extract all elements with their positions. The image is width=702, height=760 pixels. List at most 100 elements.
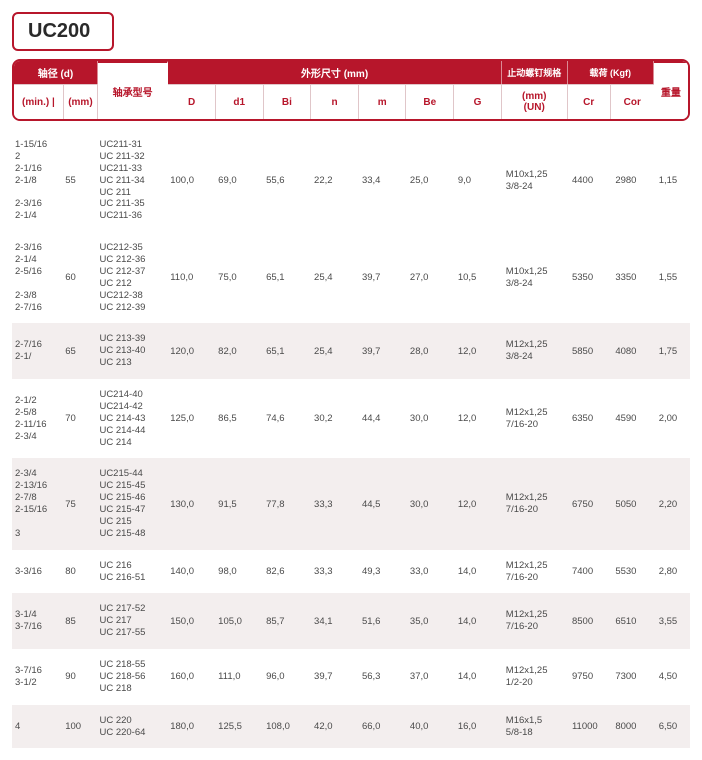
table-cell: 2,20 [656,458,690,549]
table-cell: 5850 [569,323,612,379]
table-cell: 70 [62,379,96,458]
table-cell: 2-1/22-5/82-11/162-3/4 [12,379,62,458]
table-cell: 42,0 [311,705,359,749]
table-cell: M16x1,55/8-18 [503,705,569,749]
table-cell: 2,00 [656,379,690,458]
table-cell: 105,0 [215,593,263,649]
table-cell: M10x1,253/8-24 [503,232,569,323]
header-Cor: Cor [611,84,654,119]
table-cell: 30,0 [407,379,455,458]
table-cell: 1,75 [656,323,690,379]
table-cell: 56,3 [359,649,407,705]
table-cell: 6,50 [656,705,690,749]
table-row: 3-1/43-7/1685UC 217-52UC 217UC 217-55150… [12,593,690,649]
table-cell: 2-7/162-1/ [12,323,62,379]
table-cell: 3-7/163-1/2 [12,649,62,705]
header-load: 载荷 (Kgf) [568,61,654,84]
header-Cr: Cr [568,84,611,119]
table-cell: 28,0 [407,323,455,379]
table-cell: 125,5 [215,705,263,749]
header-D: D [168,84,216,119]
header-shaft: 轴径 (d) [14,61,98,84]
table-cell: 39,7 [359,232,407,323]
table-cell: 65 [62,323,96,379]
table-cell: 10,5 [455,232,503,323]
table-cell: M12x1,257/16-20 [503,550,569,594]
table-cell: UC 220UC 220-64 [96,705,167,749]
table-cell: 1-15/1622-1/162-1/8 2-3/162-1/4 [12,129,62,232]
table-cell: 5530 [612,550,655,594]
table-header: 轴径 (d) 轴承型号 外形尺寸 (mm) 止动螺钉规格 载荷 (Kgf) 重量… [12,59,690,121]
table-cell: 2-3/162-1/42-5/16 2-3/82-7/16 [12,232,62,323]
table-cell: 4,50 [656,649,690,705]
table-cell: 75,0 [215,232,263,323]
table-cell: 30,2 [311,379,359,458]
table-cell: 5050 [612,458,655,549]
table-cell: 69,0 [215,129,263,232]
table-cell: 82,0 [215,323,263,379]
table-cell: UC215-44UC 215-45UC 215-46UC 215-47UC 21… [96,458,167,549]
table-cell: 3-1/43-7/16 [12,593,62,649]
table-cell: 12,0 [455,323,503,379]
table-cell: 82,6 [263,550,311,594]
table-cell: 35,0 [407,593,455,649]
header-n: n [311,84,359,119]
table-cell: 33,3 [311,458,359,549]
table-cell: 14,0 [455,593,503,649]
header-thread-sub: (mm) (UN) [502,84,568,119]
table-cell: 80 [62,550,96,594]
table-cell: 100,0 [167,129,215,232]
table-cell: 85 [62,593,96,649]
table-cell: 3-3/16 [12,550,62,594]
table-cell: 51,6 [359,593,407,649]
table-cell: 2-3/42-13/162-7/82-15/16 3 [12,458,62,549]
table-cell: 66,0 [359,705,407,749]
table-cell: 22,2 [311,129,359,232]
table-row: 1-15/1622-1/162-1/8 2-3/162-1/455UC211-3… [12,129,690,232]
table-cell: UC 217-52UC 217UC 217-55 [96,593,167,649]
table-cell: 110,0 [167,232,215,323]
table-cell: 55,6 [263,129,311,232]
table-cell: 86,5 [215,379,263,458]
table-cell: UC 218-55UC 218-56UC 218 [96,649,167,705]
header-thread: 止动螺钉规格 [502,61,568,84]
table-cell: UC211-31UC 211-32UC211-33UC 211-34UC 211… [96,129,167,232]
table-cell: 6510 [612,593,655,649]
table-cell: 108,0 [263,705,311,749]
header-dimensions: 外形尺寸 (mm) [168,61,502,84]
table-cell: 3350 [612,232,655,323]
table-cell: 150,0 [167,593,215,649]
table-cell: 90 [62,649,96,705]
table-cell: 160,0 [167,649,215,705]
table-cell: 100 [62,705,96,749]
table-cell: 27,0 [407,232,455,323]
table-cell: 180,0 [167,705,215,749]
table-cell: 85,7 [263,593,311,649]
table-row: 2-3/162-1/42-5/16 2-3/82-7/1660UC212-35U… [12,232,690,323]
page-title: UC200 [12,12,114,51]
table-cell: 9,0 [455,129,503,232]
table-cell: 8000 [612,705,655,749]
table-cell: 1,55 [656,232,690,323]
table-cell: 5350 [569,232,612,323]
table-cell: 65,1 [263,323,311,379]
table-cell: 39,7 [311,649,359,705]
table-cell: 65,1 [263,232,311,323]
table-cell: UC214-40UC214-42UC 214-43UC 214-44UC 214 [96,379,167,458]
table-row: 2-7/162-1/65UC 213-39UC 213-40UC 213120,… [12,323,690,379]
table-cell: 25,0 [407,129,455,232]
table-cell: 1,15 [656,129,690,232]
table-cell: 3,55 [656,593,690,649]
table-cell: 75 [62,458,96,549]
header-model: 轴承型号 [98,61,168,119]
table-cell: 49,3 [359,550,407,594]
table-cell: 44,5 [359,458,407,549]
header-d1: d1 [216,84,264,119]
table-cell: 33,4 [359,129,407,232]
table-cell: 14,0 [455,550,503,594]
header-m: m [359,84,407,119]
header-min: (min.) | [14,84,64,119]
table-cell: 30,0 [407,458,455,549]
table-row: 3-3/1680UC 216UC 216-51140,098,082,633,3… [12,550,690,594]
table-cell: 2,80 [656,550,690,594]
